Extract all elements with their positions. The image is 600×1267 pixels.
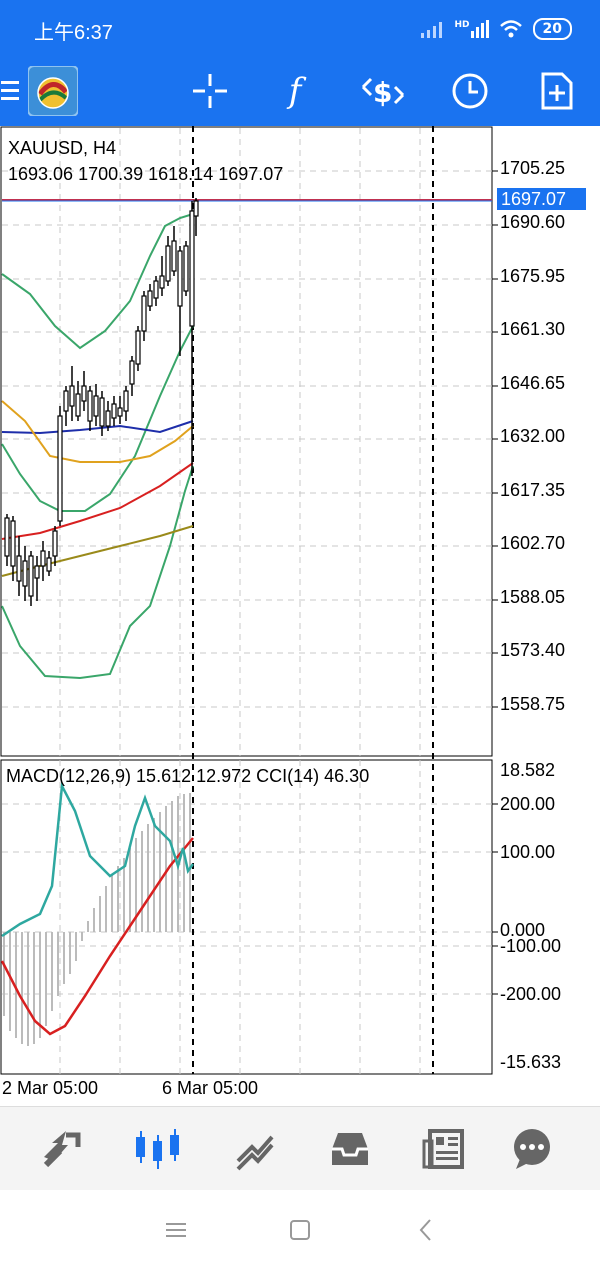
current-price-tag: 1697.07 (497, 188, 586, 210)
candle-body (117, 407, 123, 417)
network-label: HD (454, 20, 470, 30)
bollinger-middle (1, 325, 194, 512)
candle-body (165, 245, 171, 282)
candle-body (22, 560, 28, 587)
back-icon[interactable] (396, 1208, 456, 1252)
candle-body (34, 565, 40, 579)
candle-body (63, 390, 69, 412)
candle-body (81, 385, 87, 402)
menu-lines-icon[interactable] (146, 1208, 206, 1252)
trade-icon[interactable] (206, 1107, 306, 1191)
candle-body (135, 330, 141, 365)
bollinger-upper (1, 213, 194, 350)
price-label: 1646.65 (500, 373, 566, 393)
moving-average-olive (1, 525, 194, 577)
signal-hd-icon: HD (455, 20, 489, 38)
status-bar: 上午6:37 HD 20 (0, 0, 600, 56)
indicator-axis-label: 200.00 (500, 794, 556, 814)
indicator-axis-label: 100.00 (500, 842, 556, 862)
toolbar: f $ (0, 56, 600, 126)
indicators-icon[interactable]: f (270, 56, 320, 126)
metatrader-logo[interactable] (26, 56, 80, 126)
price-label: 1602.70 (500, 533, 566, 553)
chart-canvas[interactable] (0, 126, 600, 1106)
candle-body (189, 210, 195, 327)
candle-body (183, 245, 189, 292)
candle-body (93, 395, 99, 417)
price-label: 1632.00 (500, 426, 566, 446)
candle-body (87, 390, 93, 422)
candle-body (153, 280, 159, 299)
signal-weak-icon (420, 22, 442, 38)
status-icons: HD 20 (420, 16, 572, 42)
indicator-axis-label: 0.000 (500, 920, 546, 940)
candle-body (16, 555, 22, 582)
main-plot-frame (0, 126, 493, 757)
candle-body (69, 385, 75, 407)
time-label: 2 Mar 05:00 (2, 1078, 99, 1098)
candle-body (111, 403, 117, 419)
status-time: 上午6:37 (34, 22, 113, 44)
candle-body (193, 200, 199, 217)
candle-body (129, 360, 135, 385)
bollinger-lower (1, 465, 194, 680)
candle-body (147, 290, 153, 307)
candle-body (159, 275, 165, 289)
price-label: 1617.35 (500, 480, 566, 500)
candle-body (28, 555, 34, 597)
chart-ohlc: 1693.06 1700.39 1618.14 1697.07 (8, 164, 284, 184)
indicator-plot-frame (0, 759, 493, 1075)
indicator-label: MACD(12,26,9) 15.612 12.972 CCI(14) 46.3… (6, 766, 370, 786)
indicator-axis-label: -100.00 (500, 936, 562, 956)
cci-line (1, 781, 195, 938)
candle-body (123, 390, 129, 412)
candle-body (99, 397, 105, 427)
news-icon[interactable] (394, 1107, 494, 1191)
chart-icon[interactable] (108, 1107, 208, 1191)
candle-body (40, 550, 46, 567)
symbols-icon[interactable]: $ (355, 56, 411, 126)
new-order-icon[interactable] (532, 56, 582, 126)
macd-signal-line (0, 837, 194, 1036)
price-label: 1690.60 (500, 212, 566, 232)
candle-body (57, 415, 63, 522)
bottom-nav (0, 1106, 600, 1191)
price-label: 1675.95 (500, 266, 566, 286)
indicator-axis-label: -200.00 (500, 984, 562, 1004)
indicator-axis-label: 18.582 (500, 760, 556, 780)
candle-body (75, 393, 81, 417)
price-label: 1588.05 (500, 587, 566, 607)
candle-body (46, 557, 52, 572)
history-icon[interactable] (300, 1107, 400, 1191)
candle-body (52, 530, 58, 557)
candle-body (4, 517, 10, 557)
moving-average-blue (1, 420, 194, 435)
indicators-glyph: f (288, 71, 302, 111)
candle-body (10, 520, 16, 567)
price-label: 1661.30 (500, 319, 566, 339)
system-nav (0, 1190, 600, 1267)
menu-icon[interactable] (0, 56, 20, 126)
messages-icon[interactable] (482, 1107, 582, 1191)
timeframe-clock-icon[interactable] (445, 56, 495, 126)
price-label: 1573.40 (500, 640, 566, 660)
moving-average-orange (1, 400, 194, 463)
wifi-icon (499, 20, 522, 38)
crosshair-icon[interactable] (185, 56, 235, 126)
time-label: 6 Mar 05:00 (162, 1078, 259, 1098)
candle-body (171, 240, 177, 272)
price-label: 1705.25 (500, 158, 566, 178)
chart-area[interactable]: XAUUSD, H4 1693.06 1700.39 1618.14 1697.… (0, 126, 600, 1106)
candle-body (141, 295, 147, 332)
svg-text:$: $ (373, 76, 392, 109)
home-square-icon[interactable] (270, 1208, 330, 1252)
candle-body (105, 410, 111, 427)
chart-symbol: XAUUSD, H4 (8, 138, 117, 158)
candle-body (177, 250, 183, 307)
indicator-axis-label: -15.633 (500, 1052, 562, 1072)
battery-icon: 20 (532, 18, 572, 40)
quotes-icon[interactable] (10, 1107, 110, 1191)
price-label: 1558.75 (500, 694, 566, 714)
moving-average-red (1, 462, 194, 540)
